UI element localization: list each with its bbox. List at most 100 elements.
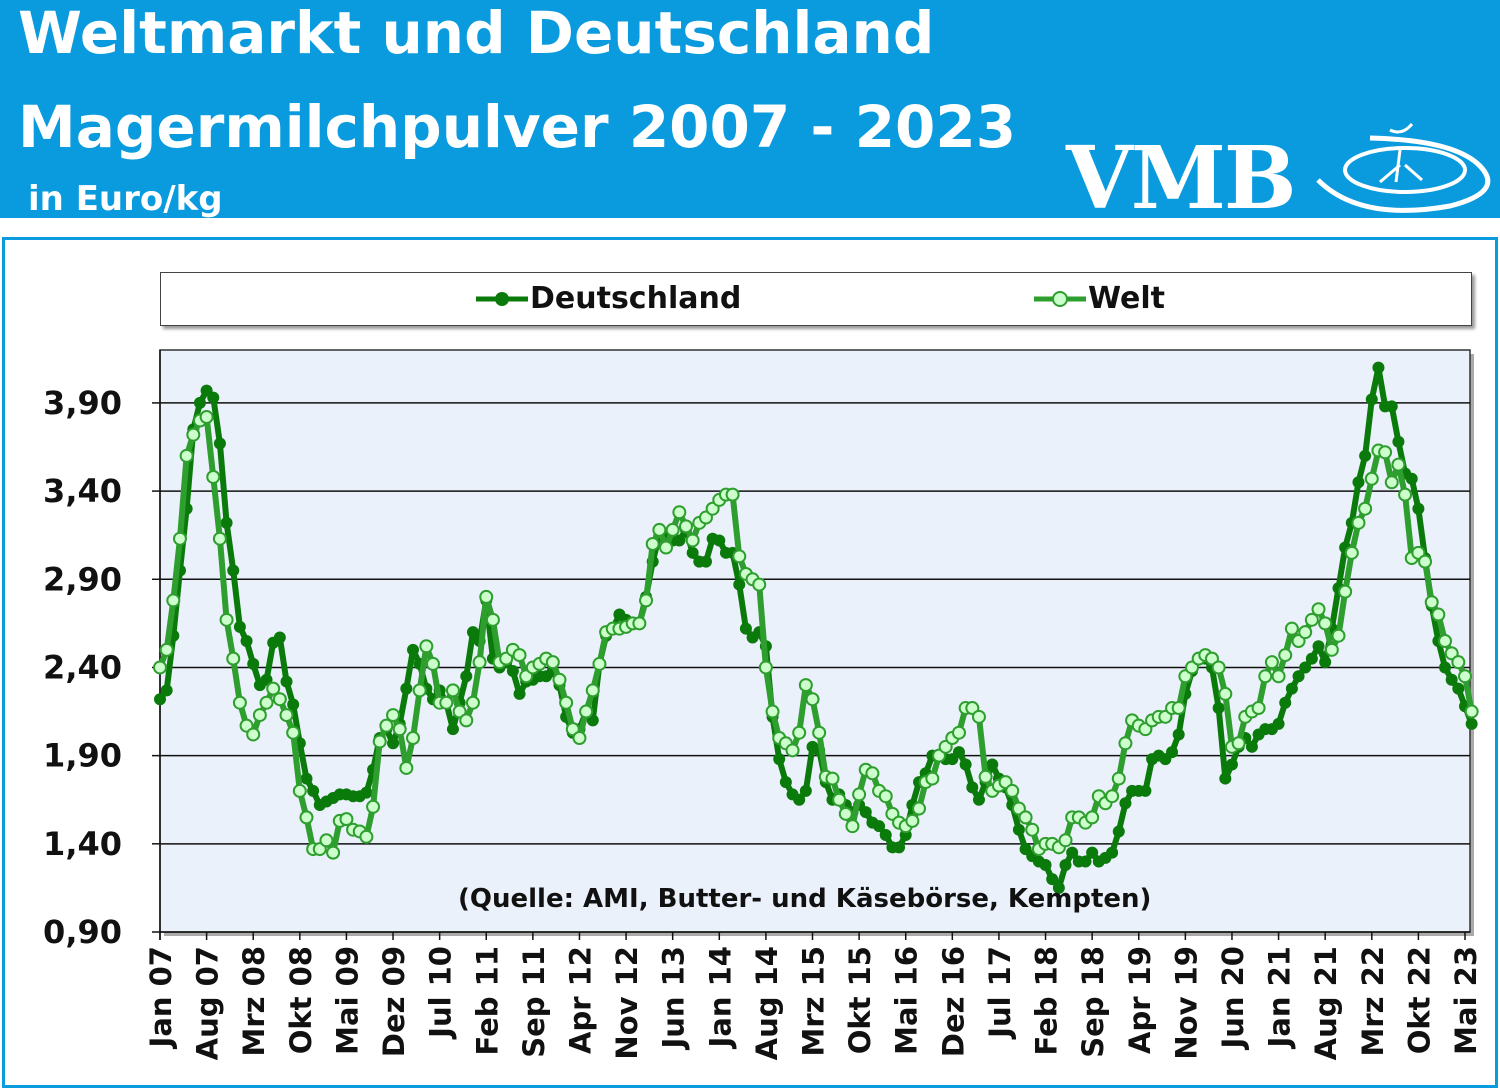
data-point-welt [579,704,594,719]
data-point-welt [1278,648,1293,663]
data-point-welt [1431,607,1446,622]
data-point-deutschland [859,806,872,819]
data-point-welt [1364,471,1379,486]
data-point-welt [1351,515,1366,530]
data-point-welt [645,537,660,551]
legend-item-deutschland: Deutschland [476,281,741,316]
data-point-deutschland [873,820,886,833]
data-point-deutschland [207,391,220,404]
data-point-welt [159,642,174,657]
data-point-deutschland [739,622,752,635]
data-point-deutschland [799,784,812,797]
data-point-welt [951,725,966,740]
data-point-deutschland [1119,797,1132,810]
x-tick-label: Feb 18 [1030,946,1064,1056]
data-point-welt [266,681,281,696]
data-point-welt [372,734,387,749]
data-point-welt [665,522,680,537]
data-point-welt [632,616,647,631]
data-point-welt [1418,554,1433,569]
data-point-deutschland [1359,449,1372,462]
data-point-welt [725,487,740,502]
data-point-deutschland [233,620,246,633]
data-point-deutschland [1452,682,1465,695]
data-point-welt [805,692,820,707]
data-point-welt [678,519,693,534]
x-tick-label: Jan 21 [1263,946,1297,1049]
legend-marker-filled-icon [476,291,528,306]
data-point-welt [1251,701,1266,716]
data-point-welt [1264,655,1279,670]
data-point-deutschland [1439,661,1452,674]
data-point-welt [925,771,940,786]
data-point-welt [1118,736,1133,751]
data-point-welt [732,549,747,564]
x-tick-label: Jan 14 [703,946,737,1049]
data-point-deutschland [1319,656,1332,669]
data-point-welt [219,612,234,627]
data-point-welt [272,692,287,707]
data-point-welt [1358,501,1373,516]
data-point-deutschland [360,786,373,799]
data-point-welt [545,655,560,670]
x-tick-label: Jan 07 [144,946,178,1049]
data-point-welt [366,799,381,814]
vmb-logo: VMB [1065,123,1491,220]
data-point-welt [798,678,813,693]
x-tick-label: Nov 19 [1169,946,1203,1060]
data-point-deutschland [1305,652,1318,665]
legend-label: Deutschland [530,281,742,316]
data-point-welt [412,683,427,698]
data-point-welt [672,505,687,520]
data-point-deutschland [986,758,999,771]
data-point-deutschland [733,578,746,591]
data-point-deutschland [287,698,300,711]
plot-area [159,349,1471,933]
data-point-deutschland [307,784,320,797]
data-point-deutschland [213,437,226,450]
data-point-deutschland [793,793,806,806]
data-point-welt [1331,628,1346,643]
data-point-welt [485,612,500,627]
data-point-deutschland [673,534,686,547]
data-point-welt [252,708,267,723]
data-point-welt [199,410,214,425]
data-point-welt [1018,810,1033,825]
chart-title-line2: Magermilchpulver 2007 - 2023 [18,93,1017,161]
chart-title-line1: Weltmarkt und Deutschland [18,0,935,67]
data-point-welt [639,593,654,608]
data-point-welt [153,660,167,675]
data-point-welt [1424,595,1439,610]
y-tick-label: 2,40 [43,648,122,686]
data-point-welt [1284,621,1299,636]
data-point-deutschland [959,758,972,771]
x-tick-label: Mai 23 [1449,946,1483,1055]
x-tick-label: Feb 11 [470,946,504,1056]
data-point-welt [246,727,261,742]
data-point-welt [785,743,800,758]
data-point-welt [1058,833,1073,848]
data-point-welt [1085,810,1100,825]
data-point-welt [572,731,587,745]
data-point-welt [1005,783,1020,798]
data-point-welt [912,801,927,816]
data-point-deutschland [400,682,413,695]
legend: Deutschland Welt [160,272,1472,326]
data-point-deutschland [506,664,519,677]
data-point-deutschland [407,643,420,656]
data-point-deutschland [220,516,233,529]
data-point-deutschland [1166,746,1179,759]
data-point-welt [838,806,853,821]
data-point-deutschland [1106,846,1119,859]
data-point-deutschland [1059,858,1072,871]
data-point-welt [1458,669,1472,684]
data-point-welt [1171,701,1186,716]
data-point-deutschland [1219,772,1232,785]
x-tick-label: Okt 15 [843,946,877,1054]
data-point-deutschland [1272,717,1285,730]
data-point-welt [878,789,893,804]
data-point-welt [1318,616,1333,631]
x-tick-label: Jun 13 [657,946,691,1051]
x-tick-label: Aug 07 [191,946,225,1060]
